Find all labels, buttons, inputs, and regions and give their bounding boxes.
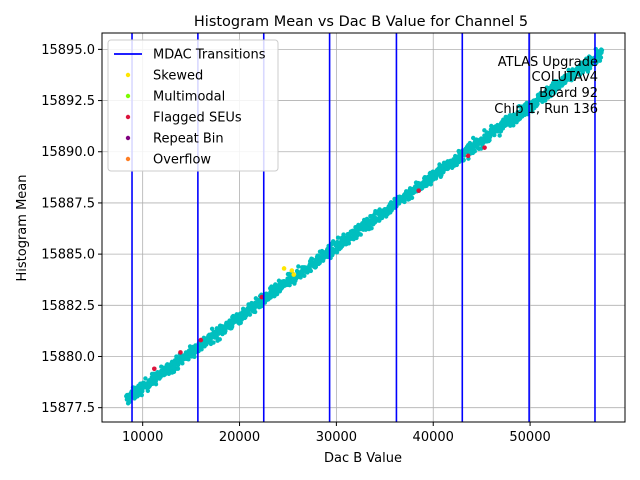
annotation-line-2: COLUTAv4 bbox=[532, 70, 598, 85]
trend-point bbox=[511, 123, 516, 128]
legend-swatch-1 bbox=[125, 72, 131, 78]
trend-point bbox=[358, 232, 363, 237]
trend-point bbox=[313, 264, 319, 270]
y-axis-ticks: 15877.5 15880.0 15882.5 15885.0 15887.5 15890… bbox=[41, 43, 102, 416]
trend-point bbox=[143, 376, 148, 381]
legend-label-1: Skewed bbox=[153, 69, 203, 84]
trend-point bbox=[274, 291, 280, 297]
trend-point bbox=[209, 326, 215, 331]
trend-point bbox=[310, 256, 315, 262]
trend-point bbox=[598, 55, 604, 60]
chart-title: Histogram Mean vs Dac B Value for Channe… bbox=[194, 14, 528, 30]
y-tick-label-0: 15877.5 bbox=[41, 401, 95, 416]
legend-box bbox=[107, 39, 279, 172]
trend-point bbox=[145, 388, 151, 394]
annotation-line-4: Chip 1, Run 136 bbox=[494, 102, 598, 117]
y-tick-label-4: 15887.5 bbox=[41, 196, 95, 211]
run-annotation: ATLAS Upgrade COLUTAv4 Board 92 Chip 1, … bbox=[494, 55, 598, 117]
legend-label-5: Overflow bbox=[153, 153, 211, 168]
x-tick-label-3: 40000 bbox=[413, 430, 454, 445]
trend-point bbox=[175, 366, 181, 371]
flagged-points bbox=[152, 145, 487, 372]
series-3-point-1 bbox=[178, 350, 183, 355]
trend-point bbox=[139, 392, 144, 398]
plot-frame bbox=[101, 32, 626, 423]
trend-point bbox=[492, 132, 497, 138]
x-tick-label-2: 30000 bbox=[316, 430, 357, 445]
grid-lines bbox=[102, 33, 625, 422]
trend-point bbox=[334, 250, 340, 255]
trend-point bbox=[180, 361, 185, 366]
trend-point bbox=[599, 48, 605, 53]
trend-point bbox=[247, 312, 253, 317]
trend-point bbox=[530, 109, 535, 114]
trend-point bbox=[158, 374, 163, 380]
trend-point bbox=[153, 382, 159, 387]
trend-point bbox=[543, 98, 548, 103]
series-3-point-6 bbox=[482, 145, 487, 150]
legend-label-0: MDAC Transitions bbox=[153, 48, 266, 63]
trend-point bbox=[409, 195, 415, 200]
legend-swatch-5 bbox=[125, 156, 131, 162]
series-1-point-0 bbox=[281, 266, 287, 271]
trend-point bbox=[577, 72, 583, 78]
y-tick-label-1: 15880.0 bbox=[41, 350, 95, 365]
trend-point bbox=[217, 337, 222, 342]
trend-point bbox=[369, 226, 374, 231]
x-tick-label-1: 20000 bbox=[219, 430, 260, 445]
legend-swatch-2 bbox=[125, 93, 131, 99]
trend-point bbox=[461, 153, 467, 158]
y-tick-label-2: 15882.5 bbox=[41, 299, 95, 314]
trend-point bbox=[535, 101, 540, 107]
legend: MDAC Transitions Skewed Multimodal Flagged … bbox=[107, 39, 279, 172]
legend-label-2: Multimodal bbox=[153, 90, 225, 105]
series-3-point-2 bbox=[198, 337, 204, 343]
trend-point bbox=[287, 282, 292, 288]
series-3-point-0 bbox=[152, 366, 157, 372]
trend-point bbox=[192, 354, 197, 360]
legend-label-3: Flagged SEUs bbox=[153, 111, 242, 126]
trend-point bbox=[211, 340, 216, 345]
y-tick-label-3: 15885.0 bbox=[41, 248, 95, 263]
x-tick-label-0: 10000 bbox=[122, 430, 163, 445]
trend-point bbox=[497, 133, 502, 138]
y-tick-label-7: 15895.0 bbox=[41, 43, 95, 58]
data-points bbox=[124, 46, 605, 406]
x-axis-label: Dac B Value bbox=[324, 451, 402, 466]
trend-point bbox=[548, 93, 553, 99]
series-1-point-2 bbox=[291, 272, 297, 277]
trend-point bbox=[302, 273, 307, 278]
annotation-line-1: ATLAS Upgrade bbox=[498, 55, 598, 70]
x-axis-ticks: 10000 20000 30000 40000 50000 bbox=[122, 422, 551, 445]
series-3-point-5 bbox=[465, 153, 471, 159]
trend-point bbox=[346, 241, 352, 246]
trend-point bbox=[127, 399, 132, 404]
y-axis-label: Histogram Mean bbox=[15, 175, 30, 282]
series-3-point-4 bbox=[416, 188, 422, 193]
legend-swatch-3 bbox=[125, 114, 131, 120]
series-1-point-1 bbox=[289, 268, 295, 273]
trend-point bbox=[252, 309, 258, 315]
legend-swatch-4 bbox=[125, 135, 131, 141]
trend-point bbox=[472, 149, 478, 154]
trend-point bbox=[402, 199, 407, 205]
trend-point bbox=[585, 69, 591, 74]
trend-point bbox=[296, 264, 301, 269]
trend-point bbox=[335, 235, 341, 240]
trend-point bbox=[308, 268, 314, 274]
y-tick-label-6: 15892.5 bbox=[41, 94, 95, 109]
y-tick-label-5: 15890.0 bbox=[41, 145, 95, 160]
annotation-line-3: Board 92 bbox=[539, 86, 598, 101]
trend-point bbox=[587, 66, 593, 71]
legend-label-4: Repeat Bin bbox=[153, 132, 224, 147]
x-tick-label-4: 50000 bbox=[509, 430, 550, 445]
